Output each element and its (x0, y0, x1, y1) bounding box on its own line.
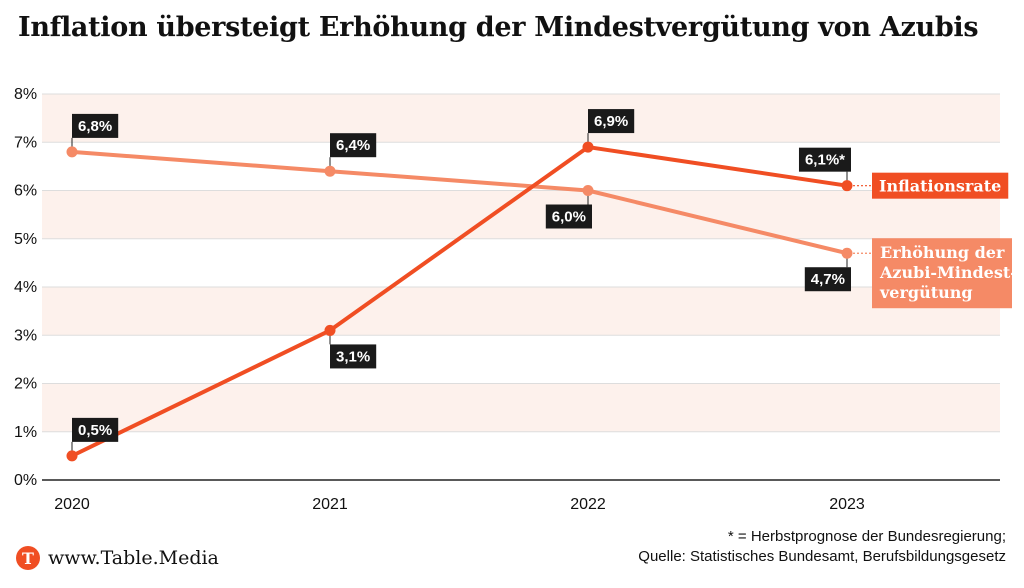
x-tick-label: 2023 (829, 496, 865, 513)
data-label: 6,8% (78, 118, 112, 135)
data-point-inflation (582, 141, 594, 153)
footnote: * = Herbstprognose der Bundesregierung; … (638, 527, 1006, 567)
chart-title: Inflation übersteigt Erhöhung der Mindes… (18, 12, 979, 43)
data-label: 0,5% (78, 422, 112, 439)
grid-band (42, 190, 1000, 239)
y-tick-label: 1% (14, 424, 37, 441)
data-label: 6,9% (594, 113, 628, 130)
series-label-box-inflation (872, 172, 1009, 199)
data-label-box (804, 267, 851, 292)
series-label-inflation: Inflationsrate (879, 177, 1001, 196)
data-label-box (588, 109, 635, 134)
data-point-azubi (582, 185, 594, 196)
data-point-inflation (324, 324, 336, 336)
footnote-forecast: * = Herbstprognose der Bundesregierung; (727, 528, 1006, 545)
y-tick-label: 8% (14, 86, 37, 103)
data-point-inflation (66, 450, 78, 462)
y-tick-label: 7% (14, 134, 37, 151)
data-label-box (330, 344, 377, 369)
data-label-box (330, 133, 377, 158)
data-label: 6,0% (552, 209, 586, 226)
x-tick-label: 2020 (54, 496, 90, 513)
grid-band (42, 287, 1000, 336)
data-label-box (798, 147, 851, 172)
data-label-box (545, 204, 592, 229)
grid-band (42, 383, 1000, 432)
data-point-azubi (66, 146, 78, 158)
grid-band (42, 94, 1000, 143)
series-label-azubi: vergütung (879, 283, 973, 302)
data-label: 4,7% (811, 271, 845, 288)
series-label-azubi: Azubi-Mindest- (879, 263, 1017, 282)
data-label: 6,4% (336, 137, 370, 154)
data-label: 6,1%* (805, 152, 845, 169)
data-label-box (72, 113, 119, 138)
footnote-source: Quelle: Statistisches Bundesamt, Berufsb… (638, 548, 1006, 565)
brand-url[interactable]: www.Table.Media (48, 547, 219, 569)
data-point-azubi (841, 247, 853, 259)
data-label: 3,1% (336, 348, 370, 365)
x-tick-label: 2021 (312, 496, 348, 513)
series-line-inflation (71, 145, 848, 458)
series-label-azubi: Erhöhung der (880, 243, 1005, 262)
y-tick-label: 3% (14, 327, 37, 344)
y-tick-label: 0% (14, 472, 37, 489)
brand[interactable]: T www.Table.Media (16, 546, 219, 570)
series-line-azubi (71, 149, 848, 256)
data-point-inflation (841, 180, 853, 192)
y-tick-label: 2% (14, 376, 37, 393)
x-tick-label: 2022 (570, 496, 606, 513)
data-point-azubi (324, 165, 336, 177)
y-tick-label: 6% (14, 183, 37, 200)
y-tick-label: 4% (14, 279, 37, 296)
data-label-box (72, 417, 119, 442)
y-tick-label: 5% (14, 231, 37, 248)
table-media-logo-icon: T (16, 546, 40, 570)
series-label-box-azubi (872, 238, 1012, 309)
